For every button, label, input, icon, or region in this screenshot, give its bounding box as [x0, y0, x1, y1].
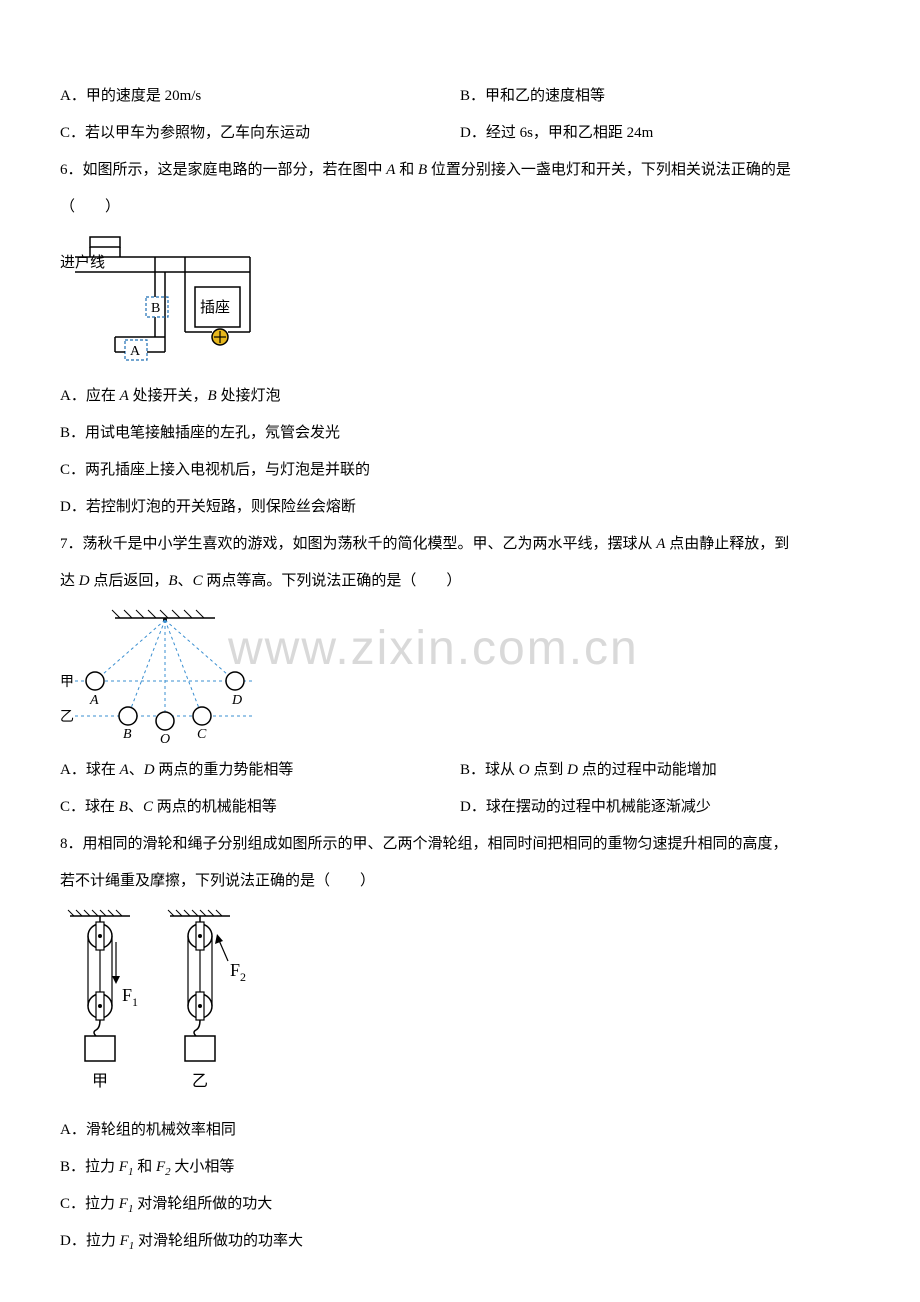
- q7-stem-l1: 7．荡秋千是中小学生喜欢的游戏，如图为荡秋千的简化模型。甲、乙为两水平线，摆球从…: [60, 528, 860, 561]
- q6-stem-post: 位置分别接入一盏电灯和开关，下列相关说法正确的是: [427, 162, 791, 178]
- q5-options-row2: C．若以甲车为参照物，乙车向东运动 D．经过 6s，甲和乙相距 24m: [60, 117, 860, 150]
- q8-stem-l2: 若不计绳重及摩擦，下列说法正确的是（ ）: [60, 865, 860, 898]
- q8-stem-l1: 8．用相同的滑轮和绳子分别组成如图所示的甲、乙两个滑轮组，相同时间把相同的重物匀…: [60, 828, 860, 861]
- q6-optB: B．用试电笔接触插座的左孔，氖管会发光: [60, 417, 860, 450]
- q8-optB-pre: B．拉力: [60, 1159, 119, 1175]
- q7-optD: D．球在摆动的过程中机械能逐渐减少: [460, 791, 860, 824]
- q8-fig-F2: F: [230, 960, 240, 980]
- q7-optC: C．球在 B、C 两点的机械能相等: [60, 791, 460, 824]
- q7-optC-B: B: [119, 799, 128, 815]
- q8-optC: C．拉力 F1 对滑轮组所做的功大: [60, 1188, 860, 1221]
- q7-options-row2: C．球在 B、C 两点的机械能相等 D．球在摆动的过程中机械能逐渐减少: [60, 791, 860, 824]
- q7-optA-post: 两点的重力势能相等: [155, 762, 294, 778]
- q7-l2-mid2: 、: [178, 573, 193, 589]
- q8-optB-F1: F: [119, 1159, 128, 1175]
- q7-l2-C: C: [193, 573, 203, 589]
- q7-fig-jia: 甲: [60, 675, 74, 690]
- q5-options-row1: A．甲的速度是 20m/s B．甲和乙的速度相等: [60, 80, 860, 113]
- q8-optC-pre: C．拉力: [60, 1196, 119, 1212]
- q8-fig-jia: 甲: [92, 1073, 108, 1090]
- q5-optA: A．甲的速度是 20m/s: [60, 80, 460, 113]
- q7-options-row1: A．球在 A、D 两点的重力势能相等 B．球从 O 点到 D 点的过程中动能增加: [60, 754, 860, 787]
- q8-optB-post: 大小相等: [171, 1159, 235, 1175]
- q8-fig-F1: F: [122, 985, 132, 1005]
- q7-optB: B．球从 O 点到 D 点的过程中动能增加: [460, 754, 860, 787]
- q6-optD: D．若控制灯泡的开关短路，则保险丝会熔断: [60, 491, 860, 524]
- q6-optA: A．应在 A 处接开关，B 处接灯泡: [60, 380, 860, 413]
- q8-optD-post: 对滑轮组所做功的功率大: [134, 1233, 303, 1249]
- q7-optB-pre: B．球从: [460, 762, 519, 778]
- q6-optA-A: A: [120, 388, 129, 404]
- q5-optB: B．甲和乙的速度相等: [460, 80, 860, 113]
- q7-optA-A: A: [120, 762, 129, 778]
- q6-optA-post: 处接灯泡: [217, 388, 281, 404]
- q7-optB-O: O: [519, 762, 530, 778]
- q6-optA-mid: 处接开关，: [129, 388, 208, 404]
- q7-l2-mid1: 点后返回，: [90, 573, 169, 589]
- q6-stem-pre: 6．如图所示，这是家庭电路的一部分，若在图中: [60, 162, 386, 178]
- q6-optC: C．两孔插座上接入电视机后，与灯泡是并联的: [60, 454, 860, 487]
- q7-optB-D: D: [567, 762, 578, 778]
- q6-fig-entry: 进户线: [60, 254, 105, 271]
- q5-optD: D．经过 6s，甲和乙相距 24m: [460, 117, 860, 150]
- q7-fig-A: A: [89, 693, 99, 708]
- q7-l2-post: 两点等高。下列说法正确的是（ ）: [203, 573, 462, 589]
- q8-optB-mid: 和: [133, 1159, 156, 1175]
- q8-optD: D．拉力 F1 对滑轮组所做功的功率大: [60, 1225, 860, 1258]
- q7-optA-mid: 、: [129, 762, 144, 778]
- q8-optB-F2: F: [156, 1159, 165, 1175]
- q6-stem-mid1: 和: [395, 162, 418, 178]
- q6-fig-B: B: [151, 301, 160, 316]
- q8-optC-F1: F: [119, 1196, 128, 1212]
- q7-fig-D: D: [231, 693, 242, 708]
- q8-optD-F1: F: [120, 1233, 129, 1249]
- q8-optD-pre: D．拉力: [60, 1233, 120, 1249]
- q7-optC-mid: 、: [128, 799, 143, 815]
- q7-fig-yi: 乙: [60, 709, 74, 725]
- q6-figure: 进户线 B A 插座: [60, 232, 860, 372]
- q7-l2-D: D: [79, 573, 90, 589]
- q6-stem: 6．如图所示，这是家庭电路的一部分，若在图中 A 和 B 位置分别接入一盏电灯和…: [60, 154, 860, 187]
- q7-l1-pre: 7．荡秋千是中小学生喜欢的游戏，如图为荡秋千的简化模型。甲、乙为两水平线，摆球从: [60, 536, 656, 552]
- q6-fig-socket: 插座: [200, 299, 230, 316]
- q8-optC-post: 对滑轮组所做的功大: [133, 1196, 272, 1212]
- q7-figure: 甲 乙 A B O C D: [60, 606, 860, 746]
- q8-fig-F1sub: 1: [132, 995, 138, 1009]
- q6-optA-B: B: [208, 388, 217, 404]
- q8-optB: B．拉力 F1 和 F2 大小相等: [60, 1151, 860, 1184]
- q8-fig-F2sub: 2: [240, 970, 246, 984]
- q7-optB-post: 点的过程中动能增加: [578, 762, 717, 778]
- q6-fig-A: A: [130, 344, 141, 359]
- q7-optA: A．球在 A、D 两点的重力势能相等: [60, 754, 460, 787]
- q7-l2-B: B: [168, 573, 177, 589]
- q8-figure: F 1 甲 F 2: [60, 906, 860, 1106]
- q8-optA: A．滑轮组的机械效率相同: [60, 1114, 860, 1147]
- q7-fig-C: C: [197, 727, 207, 742]
- q6-brackets: （ ）: [60, 191, 860, 224]
- q7-optC-C: C: [143, 799, 153, 815]
- q7-optB-mid: 点到: [530, 762, 568, 778]
- q7-l1-post: 点由静止释放，到: [665, 536, 789, 552]
- q5-optC: C．若以甲车为参照物，乙车向东运动: [60, 117, 460, 150]
- q6-optA-pre: A．应在: [60, 388, 120, 404]
- q7-optA-D: D: [144, 762, 155, 778]
- q7-optC-pre: C．球在: [60, 799, 119, 815]
- q7-stem-l2: 达 D 点后返回，B、C 两点等高。下列说法正确的是（ ）: [60, 565, 860, 598]
- q7-optA-pre: A．球在: [60, 762, 120, 778]
- q7-fig-B: B: [123, 727, 132, 742]
- q6-B-sym: B: [418, 162, 427, 178]
- q7-fig-O: O: [160, 732, 170, 746]
- q8-fig-yi: 乙: [192, 1073, 208, 1090]
- q7-optC-post: 两点的机械能相等: [153, 799, 277, 815]
- q7-l2-pre: 达: [60, 573, 79, 589]
